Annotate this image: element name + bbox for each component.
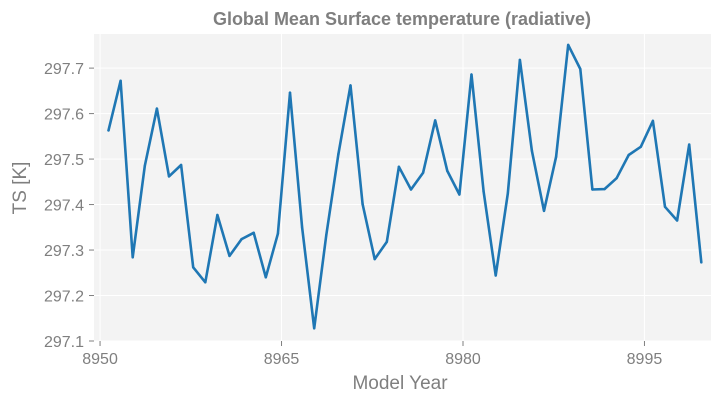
data-point [615, 176, 618, 180]
data-point [252, 231, 255, 234]
y-tick-label: 297.1 [44, 334, 84, 351]
data-point [458, 193, 461, 196]
data-point [409, 188, 413, 191]
data-point [639, 145, 643, 148]
x-tick-label: 8965 [264, 351, 300, 368]
data-point [179, 163, 183, 167]
y-tick-label: 297.6 [44, 107, 84, 124]
data-point [542, 209, 546, 213]
x-axis-label: Model Year [352, 373, 448, 394]
data-point [397, 165, 401, 169]
data-point [421, 171, 425, 174]
data-point [627, 153, 630, 157]
chart-title: Global Mean Surface temperature (radiati… [213, 9, 591, 29]
data-point [143, 164, 147, 168]
data-point [651, 119, 655, 123]
data-point [204, 281, 207, 284]
data-point [675, 219, 679, 222]
data-point [530, 149, 534, 153]
data-point [663, 205, 667, 209]
data-point [276, 232, 280, 235]
data-point [591, 188, 594, 191]
data-point [603, 187, 606, 191]
data-point [288, 91, 292, 94]
axes: 8950 8965 8980 8995 297.1 297.2 297.3 297.4 297.… [44, 61, 662, 368]
data-point [373, 257, 376, 261]
data-point [567, 43, 570, 47]
data-point [470, 73, 473, 76]
data-point [700, 261, 703, 264]
x-tick-label: 8950 [82, 351, 118, 368]
series-layer [107, 43, 703, 330]
data-point [482, 190, 485, 193]
data-point [361, 202, 364, 206]
data-point [506, 192, 509, 195]
y-tick-label: 297.4 [44, 198, 84, 215]
data-point [155, 107, 159, 110]
data-point [300, 226, 304, 229]
data-point [579, 67, 582, 71]
y-tick-label: 297.3 [44, 243, 84, 260]
data-point [494, 274, 497, 277]
plot-area [94, 34, 711, 341]
data-point [688, 143, 691, 146]
data-point [240, 237, 243, 241]
x-tick-label: 8995 [627, 351, 663, 368]
data-point [228, 254, 231, 258]
data-point [131, 256, 134, 259]
data-point [446, 169, 449, 173]
data-point [216, 213, 219, 217]
x-tick-label: 8980 [445, 351, 481, 368]
y-tick-label: 297.2 [44, 289, 84, 306]
data-point [167, 175, 171, 178]
y-tick-label: 297.5 [44, 152, 84, 169]
data-point [264, 276, 267, 279]
data-point [385, 240, 388, 244]
data-point [119, 79, 122, 83]
data-point [107, 129, 110, 132]
data-point [337, 152, 340, 156]
data-point [518, 58, 522, 62]
data-point [349, 84, 352, 87]
data-point [325, 233, 328, 237]
data-point [312, 327, 316, 330]
gridlines [94, 34, 711, 342]
y-axis-label: TS [K] [10, 162, 31, 215]
y-tick-label: 297.7 [44, 61, 84, 78]
series-line-ts [107, 43, 703, 330]
data-point [554, 155, 558, 158]
data-point [433, 119, 437, 122]
data-point [192, 266, 195, 269]
